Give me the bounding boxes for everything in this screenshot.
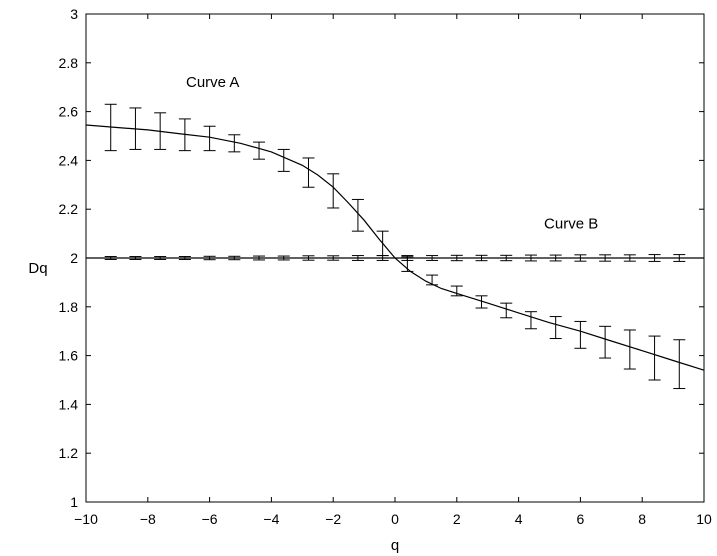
annotation-label: Curve B (544, 216, 598, 233)
y-tick-label: 1.8 (59, 299, 79, 315)
error-bar (178, 256, 191, 260)
error-bar (327, 173, 340, 209)
error-bar (228, 255, 241, 261)
series-curve-b (86, 254, 704, 262)
error-bar (574, 254, 587, 262)
error-bar (500, 302, 513, 319)
error-bar (475, 295, 488, 309)
error-bar (104, 103, 117, 152)
error-bar (129, 107, 142, 150)
error-bar (623, 329, 636, 370)
annotation-label: Curve A (186, 74, 239, 91)
annotation-layer: Curve A Curve B (186, 74, 598, 233)
error-bar (426, 274, 439, 286)
series-layer (85, 103, 705, 390)
y-tick-label: 2 (70, 250, 78, 266)
error-bar (277, 148, 290, 172)
x-tick-label: 6 (577, 511, 585, 527)
error-bar (673, 254, 686, 262)
error-bar (524, 311, 537, 330)
y-tick-label: 1.2 (59, 445, 79, 461)
error-bar (277, 255, 290, 261)
error-bar (203, 255, 216, 261)
error-bar (623, 254, 636, 262)
error-bar (475, 254, 488, 262)
error-bar (129, 256, 142, 260)
error-bar (673, 339, 686, 390)
error-bar (228, 134, 241, 153)
y-axis-label: Dq (28, 260, 47, 277)
error-bar (351, 198, 364, 232)
error-bar (302, 157, 315, 188)
y-tick-label: 2.8 (59, 55, 79, 71)
x-tick-label: −4 (263, 511, 279, 527)
error-bar (549, 254, 562, 262)
error-bar (253, 141, 266, 160)
error-bar (376, 255, 389, 261)
x-tick-label: 0 (391, 511, 399, 527)
error-bar (648, 254, 661, 262)
y-tick-label: 2.2 (59, 201, 79, 217)
x-tick-label: −2 (325, 511, 341, 527)
error-bar (450, 254, 463, 262)
error-bar (648, 335, 661, 381)
y-tick-label: 1.4 (59, 396, 79, 412)
error-bar (599, 254, 612, 262)
x-tick-label: 4 (515, 511, 523, 527)
y-tick-label: 2.6 (59, 104, 79, 120)
y-axis: 1 1.2 1.4 1.6 1.8 2 2.2 2.4 2.6 2.8 3 (59, 6, 704, 510)
error-bar (154, 256, 167, 260)
x-axis-label: q (391, 537, 399, 554)
error-bar (302, 255, 315, 261)
x-tick-label: −8 (140, 511, 156, 527)
error-bar (327, 255, 340, 261)
error-bar (104, 256, 117, 260)
x-axis: −10 −8 −6 −4 −2 0 2 4 6 8 10 (74, 14, 712, 527)
x-tick-label: −6 (202, 511, 218, 527)
y-tick-label: 1 (70, 494, 78, 510)
error-bar (500, 254, 513, 262)
x-tick-label: 8 (638, 511, 646, 527)
error-bar (524, 254, 537, 262)
error-bar (574, 320, 587, 349)
error-bar (426, 255, 439, 261)
error-bar (253, 255, 266, 261)
x-tick-label: 2 (453, 511, 461, 527)
error-bar (599, 325, 612, 359)
x-tick-label: −10 (74, 511, 98, 527)
y-tick-label: 3 (70, 6, 78, 22)
y-tick-label: 1.6 (59, 348, 79, 364)
error-bar (401, 255, 414, 261)
series-curve-a (85, 103, 705, 390)
error-bar (549, 316, 562, 340)
error-bar (376, 230, 389, 257)
x-tick-label: 10 (696, 511, 712, 527)
series-line (85, 124, 705, 371)
error-bar (203, 125, 216, 152)
error-bar (450, 285, 463, 297)
error-bar (154, 112, 167, 150)
error-bar (178, 118, 191, 152)
y-tick-label: 2.4 (59, 152, 79, 168)
error-bar (351, 255, 364, 261)
